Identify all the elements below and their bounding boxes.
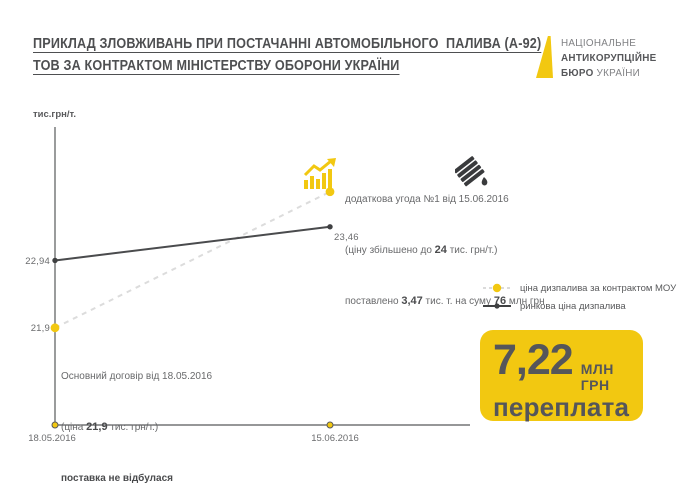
anno-top-line3-pre: поставлено [345,296,402,307]
anno-bottom-line2-bold: 21,9 [86,421,108,433]
annotation-additional-agreement: додаткова угода №1 від 15.06.2016 (ціну … [345,157,545,344]
point-label-contract-start: 21,9 [30,323,50,334]
chart-legend: ціна дизпалива за контрактом МОУ ринкова… [483,279,676,315]
x-tick-label-2: 15.06.2016 [311,433,359,444]
annotation-main-contract: Основний договір від 18.05.2016 (ціна 21… [61,334,212,487]
anno-top-line3-bold1: 3,47 [401,295,423,307]
anno-top-line2-post: тис. грн/т.) [446,245,498,256]
anno-top-line2-pre: (ціну збільшено до [345,245,435,256]
anno-bottom-line3: поставка не відбулася [61,473,173,484]
anno-top-line1: додаткова угода №1 від 15.06.2016 [345,194,509,205]
logo-line1: НАЦІОНАЛЬНЕ [561,37,637,49]
overpayment-label: переплата [493,392,630,422]
point-label-market-end: 23,46 [334,232,359,243]
point-label-market-start: 22,94 [25,256,50,267]
anno-top-line3-mid: тис. т. на суму [422,296,494,307]
logo-line3-regular: УКРАЇНИ [593,67,641,79]
legend-label-contract-price: ціна дизпалива за контрактом МОУ [520,282,677,294]
growth-chart-icon [303,158,336,189]
anno-bottom-line1: Основний договір від 18.05.2016 [61,371,213,382]
anno-top-line2-bold: 24 [434,244,447,256]
page-title-line2: ТОВ ЗА КОНТРАКТОМ МІНІСТЕРСТВУ ОБОРОНИ У… [33,58,400,74]
anno-top-line2: (ціну збільшено до 24 тис. грн/т.) [345,242,545,259]
anno-bottom-line2-pre: (ціна [61,422,87,433]
legend-label-market-price: ринкова ціна дизпалива [520,300,626,312]
legend-item-market-price: ринкова ціна дизпалива [483,297,676,315]
page-title-line1: ПРИКЛАД ЗЛОВЖИВАНЬ ПРИ ПОСТАЧАННІ АВТОМО… [33,36,542,52]
nabu-logo-text: НАЦІОНАЛЬНЕ АНТИКОРУПЦІЙНЕ БЮРО УКРАЇНИ [561,36,656,81]
legend-item-contract-price: ціна дизпалива за контрактом МОУ [483,279,676,297]
logo-line3: БЮРО УКРАЇНИ [561,66,656,81]
legend-marker-dashed-yellow-dot [483,283,511,293]
overpayment-amount: 7,22 [493,336,574,384]
overpayment-callout: 7,22 МЛН ГРН переплата [480,330,643,421]
anno-top-line3-post: млн грн [506,296,545,307]
logo-line2: АНТИКОРУПЦІЙНЕ [561,52,657,64]
anno-bottom-line2: (ціна 21,9 тис. грн/т.) [61,419,212,436]
overpayment-row: 7,22 МЛН ГРН [493,338,633,393]
fuel-drop-icon [455,156,488,187]
x-tick-label-1: 18.05.2016 [28,433,76,444]
overpayment-unit: МЛН ГРН [580,361,614,393]
logo-line3-bold: БЮРО [561,67,594,79]
anno-bottom-line2-post: тис. грн/т.) [107,422,159,433]
nabu-logo: НАЦІОНАЛЬНЕ АНТИКОРУПЦІЙНЕ БЮРО УКРАЇНИ [536,36,663,81]
anno-top-line3: поставлено 3,47 тис. т. на суму 76 млн г… [345,293,545,310]
y-axis-label: тис.грн/т. [33,109,77,120]
legend-marker-solid-dark-dot [483,303,511,309]
